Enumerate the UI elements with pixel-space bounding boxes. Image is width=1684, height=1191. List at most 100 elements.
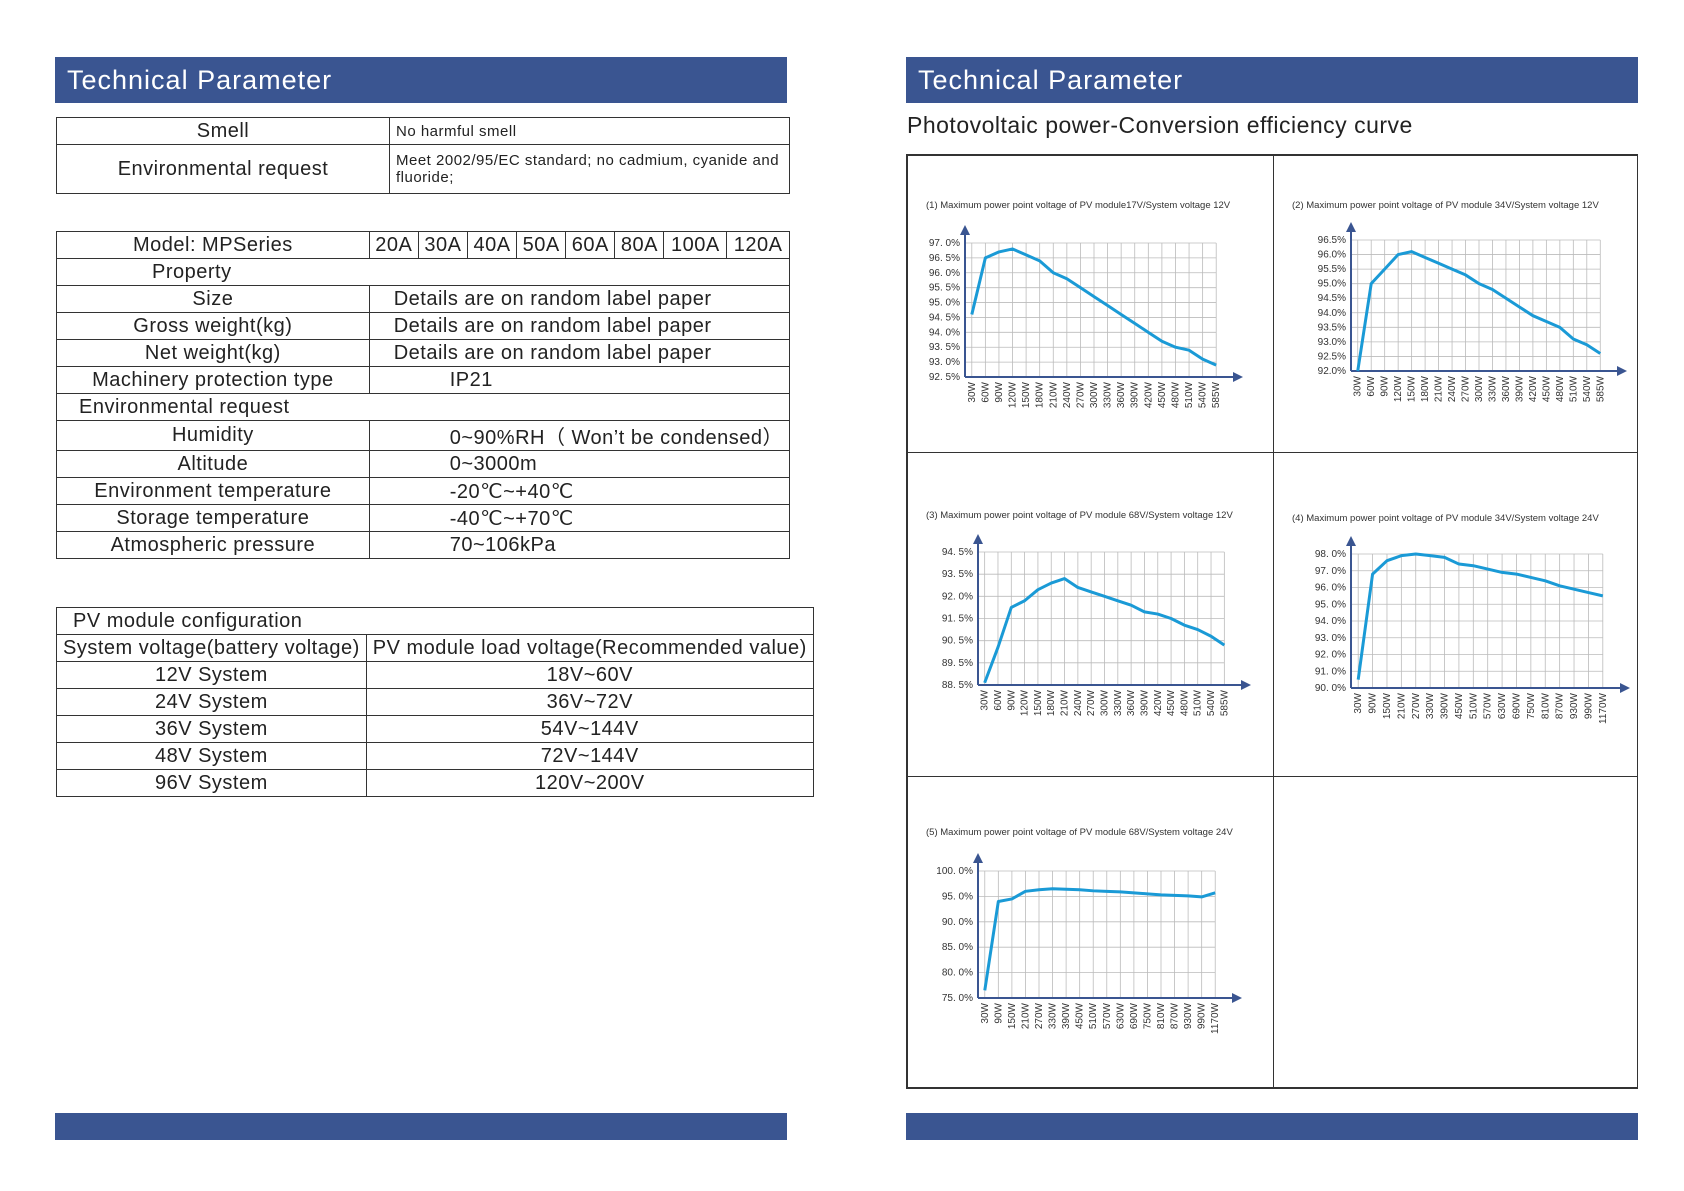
y-tick-label: 96.0% (1318, 250, 1346, 261)
cell: Storage temperature (56, 504, 370, 532)
x-tick-label: 570W (1483, 692, 1494, 719)
x-tick-label: 180W (1420, 375, 1431, 402)
cell: Details are on random label paper (368, 339, 791, 367)
chart-title: (3) Maximum power point voltage of PV mo… (926, 510, 1233, 521)
cell: 20A (368, 231, 419, 259)
table: PV module configuration System voltage(ba… (56, 607, 814, 797)
axis-arrow (960, 225, 970, 235)
x-tick-label: 90W (993, 1002, 1004, 1023)
y-tick-label: 95.5% (1318, 264, 1346, 275)
x-tick-label: 420W (1528, 375, 1539, 402)
y-tick-label: 93. 0% (1315, 633, 1346, 644)
y-tick-label: 80. 0% (942, 968, 973, 979)
x-tick-label: 240W (1073, 689, 1084, 716)
chart: (4) Maximum power point voltage of PV mo… (1292, 513, 1630, 724)
x-tick-label: 90W (1368, 692, 1379, 713)
x-tick-label: 390W (1061, 1002, 1072, 1029)
y-tick-label: 92.0% (1318, 366, 1346, 377)
chart-title: (1) Maximum power point voltage of PV mo… (926, 200, 1231, 211)
x-tick-label: 510W (1468, 692, 1479, 719)
x-tick-label: 330W (1425, 692, 1436, 719)
y-tick-label: 90. 0% (942, 917, 973, 928)
x-tick-label: 750W (1526, 692, 1537, 719)
x-tick-label: 30W (980, 689, 991, 710)
x-tick-label: 240W (1447, 375, 1458, 402)
y-tick-label: 98. 0% (1315, 549, 1346, 560)
cell: 60A (565, 231, 616, 259)
cell: System voltage(battery voltage) (56, 634, 367, 662)
y-tick-label: 95. 0% (929, 298, 960, 309)
x-tick-label: 270W (1075, 381, 1086, 408)
cell: Humidity (56, 420, 370, 451)
cell: Meet 2002/95/EC standard; no cadmium, cy… (389, 144, 790, 194)
cell: Property (56, 258, 790, 286)
x-tick-label: 360W (1116, 381, 1127, 408)
table: Model: MPSeries 20A 30A 40A 50A 60A 80A 100A 120… (56, 231, 791, 559)
cell: Gross weight(kg) (56, 312, 370, 340)
y-tick-label: 91. 0% (1315, 666, 1346, 677)
x-tick-label: 30W (1353, 692, 1364, 713)
cell: (5) Maximum power point voltage of PV mo… (907, 776, 1274, 1088)
cell: 40A (466, 231, 518, 259)
row: 12V System 18V~60V (56, 661, 814, 689)
x-tick-label: 990W (1583, 692, 1594, 719)
chart-title: (2) Maximum power point voltage of PV mo… (1292, 200, 1599, 211)
axis-arrow (973, 853, 983, 863)
cell: 36V~72V (365, 688, 814, 716)
row: Gross weight(kg) Details are on random la… (56, 312, 791, 340)
x-tick-label: 450W (1157, 381, 1168, 408)
y-tick-label: 96. 5% (929, 253, 960, 264)
y-tick-label: 95. 0% (1315, 599, 1346, 610)
x-tick-label: 510W (1193, 689, 1204, 716)
line (1356, 552, 1604, 680)
x-tick-label: 30W (967, 381, 978, 402)
cell: 72V~144V (365, 742, 814, 770)
y-tick-label: 94. 0% (1315, 616, 1346, 627)
x-tick-label: 930W (1569, 692, 1580, 719)
x-tick-label: 510W (1568, 375, 1579, 402)
cell: 36V System (56, 715, 367, 743)
cell: 48V System (56, 742, 367, 770)
y-tick-label: 94. 5% (942, 547, 973, 558)
y-tick-label: 75. 0% (942, 993, 973, 1004)
y-tick-label: 95. 0% (942, 891, 973, 902)
x-tick-label: 210W (1048, 381, 1059, 408)
chart-grid: (1) Maximum power point voltage of PV mo… (906, 154, 1638, 1089)
x-tick-label: 480W (1170, 381, 1181, 408)
x-tick-label: 180W (1046, 689, 1057, 716)
header: Technical Parameter (906, 57, 1638, 103)
cell: 80A (614, 231, 665, 259)
y-tick-label: 90. 5% (942, 636, 973, 647)
cell: Details are on random label paper (368, 285, 791, 313)
chart-title: (5) Maximum power point voltage of PV mo… (926, 827, 1233, 838)
chart: (3) Maximum power point voltage of PV mo… (926, 510, 1251, 716)
x-tick-label: 150W (1033, 689, 1044, 716)
x-tick-label: 30W (1353, 375, 1364, 396)
x-tick-label: 300W (1474, 375, 1485, 402)
x-tick-label: 330W (1487, 375, 1498, 402)
cell: Atmospheric pressure (56, 531, 370, 559)
row: Environment temperature -20℃~+40℃ (56, 477, 791, 505)
x-tick-label: 585W (1211, 381, 1222, 408)
x-tick-label: 570W (1102, 1002, 1113, 1029)
footer-bar (55, 1113, 787, 1140)
x-tick-label: 390W (1440, 692, 1451, 719)
x-tick-label: 150W (1007, 1002, 1018, 1029)
x-tick-label: 120W (1020, 689, 1031, 716)
y-tick-label: 92.5% (1318, 351, 1346, 362)
row: Environmental request (56, 393, 790, 421)
x-tick-label: 270W (1086, 689, 1097, 716)
x-tick-label: 810W (1156, 1002, 1167, 1029)
y-tick-label: 96.5% (1318, 235, 1346, 246)
row: 36V System 54V~144V (56, 715, 814, 743)
x-tick-label: 30W (980, 1002, 991, 1023)
cell: 12V System (56, 661, 367, 689)
y-tick-label: 94.0% (1318, 308, 1346, 319)
row: Altitude 0~3000m (56, 450, 791, 478)
table: Smell No harmful smell Environmental reque… (56, 117, 790, 194)
y-tick-label: 88. 5% (942, 680, 973, 691)
line (1356, 250, 1602, 372)
x-tick-label: 540W (1206, 689, 1217, 716)
x-tick-label: 420W (1153, 689, 1164, 716)
y-tick-label: 85. 0% (942, 942, 973, 953)
